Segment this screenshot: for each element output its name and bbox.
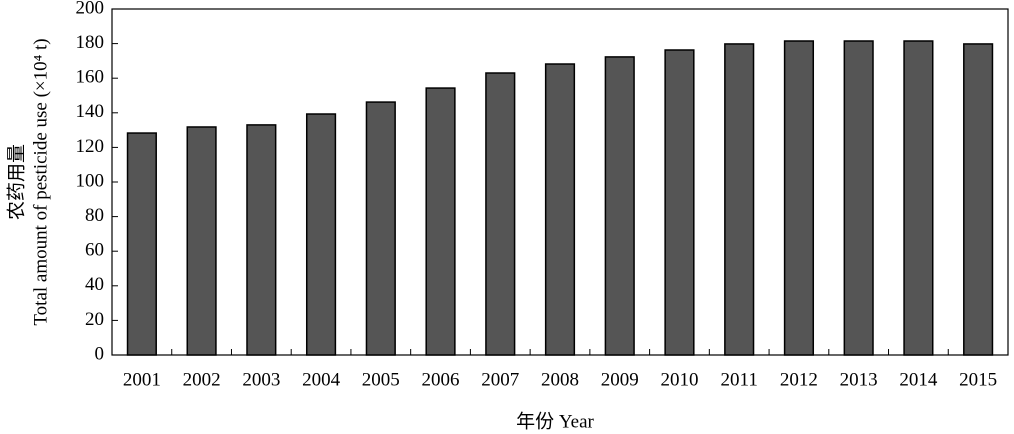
x-tick-label: 2003 [242,369,280,390]
y-tick-label: 180 [76,32,105,53]
y-tick-label: 200 [76,0,105,18]
bar [843,40,874,356]
y-tick-label: 40 [85,274,104,295]
x-axis-label: 年份 Year [516,410,594,432]
y-tick-label: 120 [76,136,105,157]
x-tick-label: 2007 [481,369,519,390]
y-tick-label: 160 [76,67,105,88]
x-tick-label: 2009 [601,369,639,390]
y-tick-label: 80 [85,205,104,226]
bar [305,113,337,356]
y-tick-label: 0 [95,343,105,364]
x-tick-label: 2002 [183,369,221,390]
x-tick-label: 2011 [721,369,758,390]
bar [246,124,277,356]
bar [485,72,516,356]
x-tick-label: 2012 [780,369,818,390]
y-tick-label: 60 [85,240,104,261]
bar [186,126,217,356]
bar [963,43,994,356]
bar [544,63,576,356]
y-tick-label: 20 [85,309,104,330]
y-axis-label: Total amount of pesticide use (×10⁴ t) [30,38,51,325]
y-tick-label: 140 [76,101,105,122]
y-axis-label: 农药用量 [5,144,27,220]
x-tick-label: 2010 [660,369,698,390]
x-tick-label: 2004 [302,369,341,390]
x-tick-label: 2005 [362,369,400,390]
bar [903,40,934,356]
bar [365,101,396,356]
x-tick-label: 2008 [541,369,579,390]
bar [126,132,157,356]
bar [664,49,695,356]
bar [425,87,456,356]
x-tick-label: 2014 [899,369,938,390]
x-tick-label: 2001 [123,369,161,390]
y-tick-label: 100 [76,170,105,191]
bar [783,40,815,356]
bar [604,56,635,356]
bar [724,43,755,356]
x-tick-label: 2015 [959,369,997,390]
x-tick-label: 2006 [422,369,460,390]
x-tick-label: 2013 [840,369,878,390]
